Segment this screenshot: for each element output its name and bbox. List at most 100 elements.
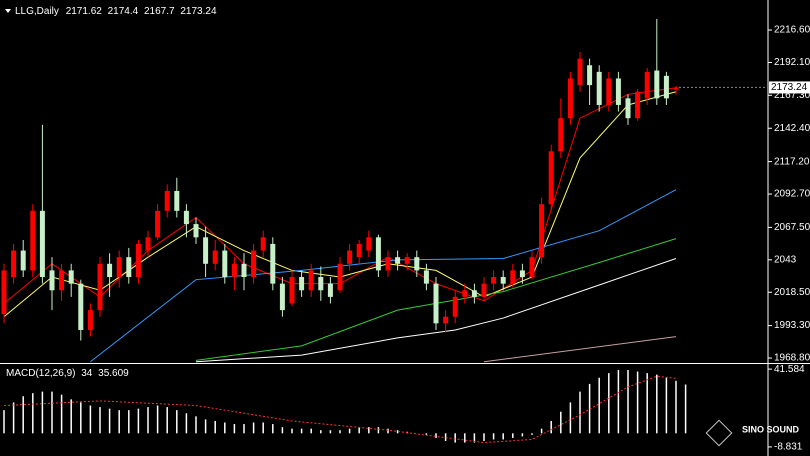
candle-body xyxy=(375,237,381,271)
candle-body xyxy=(1,270,7,315)
candle-body xyxy=(289,277,295,304)
chart-header: LLG,Daily 2171.62 2174.4 2167.7 2173.24 xyxy=(15,6,217,17)
candle-body xyxy=(491,277,497,284)
y-tick-label: 2067.50 xyxy=(774,222,810,233)
macd-value: 34 xyxy=(81,368,93,379)
candle-body xyxy=(30,210,36,271)
candle-body xyxy=(116,257,122,278)
y-tick-label: 1968.80 xyxy=(774,353,810,364)
candle-body xyxy=(126,257,132,278)
candle-body xyxy=(59,270,65,291)
y-tick-label: 2092.70 xyxy=(774,189,810,200)
y-tick-label: 41.584 xyxy=(774,364,805,375)
candle-body xyxy=(183,210,189,225)
candle-body xyxy=(395,257,401,264)
candle-body xyxy=(279,283,285,311)
candle-body xyxy=(654,70,660,99)
candle-body xyxy=(203,237,209,264)
candle-body xyxy=(87,310,93,330)
candle-body xyxy=(212,250,218,264)
candle-body xyxy=(318,277,324,291)
price-box xyxy=(769,81,810,94)
candle-body xyxy=(529,257,535,278)
watermark: SINO SOUND xyxy=(705,419,800,447)
candle-body xyxy=(539,204,545,258)
candle-body xyxy=(135,243,141,278)
moving-average xyxy=(195,238,677,361)
moving-average xyxy=(195,258,677,363)
candle-body xyxy=(68,270,74,284)
candle-body xyxy=(260,237,266,251)
watermark-text: SINO SOUND xyxy=(742,424,800,434)
candle-body xyxy=(222,250,228,278)
candle-body xyxy=(231,263,237,278)
candle-body xyxy=(366,237,372,251)
candle-body xyxy=(471,290,477,297)
y-tick-label: 2192.10 xyxy=(774,57,810,68)
open-value: 2171.62 xyxy=(66,6,103,17)
candle-body xyxy=(39,210,45,278)
chart-title: LLG,Daily xyxy=(15,6,59,17)
y-tick-label: 2043 xyxy=(774,254,797,265)
candle-body xyxy=(385,257,391,271)
candle-body xyxy=(577,58,583,86)
menu-arrow xyxy=(5,9,11,13)
candle-body xyxy=(347,250,353,264)
candle-body xyxy=(615,78,621,105)
candle-body xyxy=(481,283,487,297)
candle-body xyxy=(452,296,458,317)
candle-body xyxy=(97,263,103,311)
low-value: 2167.7 xyxy=(144,6,175,17)
logo xyxy=(705,419,733,447)
candle-body xyxy=(327,283,333,297)
candle-body xyxy=(500,277,506,284)
candle-body xyxy=(510,270,516,284)
candle-body xyxy=(241,263,247,278)
candle-body xyxy=(49,270,55,291)
candle-body xyxy=(299,277,305,291)
candle-body xyxy=(337,263,343,291)
signal-value: 35.609 xyxy=(98,368,129,379)
candle-body xyxy=(548,151,554,205)
candle-body xyxy=(164,190,170,211)
signal-line xyxy=(3,375,677,444)
candle-body xyxy=(78,283,84,330)
candle-body xyxy=(644,71,650,99)
macd-header: MACD(12,26,9) 34 35.609 xyxy=(6,368,129,379)
y-tick-label: 2167.30 xyxy=(774,90,810,101)
y-tick-label: 2216.60 xyxy=(774,25,810,36)
candle-body xyxy=(663,75,669,99)
high-value: 2174.4 xyxy=(108,6,139,17)
candle-body xyxy=(11,250,17,278)
candle-body xyxy=(673,87,679,90)
candle-body xyxy=(404,257,410,264)
candle-body xyxy=(308,270,314,291)
moving-average xyxy=(483,336,677,363)
candle-body xyxy=(635,91,641,119)
candle-body xyxy=(567,78,573,119)
candle-body xyxy=(596,71,602,105)
candle-body xyxy=(20,250,26,271)
candle-body xyxy=(443,316,449,324)
candle-body xyxy=(625,98,631,119)
candle-body xyxy=(433,283,439,324)
candle-body xyxy=(155,210,161,238)
y-tick-label: 2018.50 xyxy=(774,287,810,298)
candle-body xyxy=(107,263,113,278)
candle-body xyxy=(519,270,525,278)
y-tick-label: 1993.30 xyxy=(774,320,810,331)
y-tick-label: 2142.40 xyxy=(774,123,810,134)
candle-body xyxy=(174,190,180,211)
candle-body xyxy=(462,290,468,297)
candle-body xyxy=(145,237,151,251)
price-label: 2173.24 xyxy=(771,82,808,93)
candle-body xyxy=(558,118,564,152)
y-tick-label: 2117.20 xyxy=(774,156,810,167)
candle-body xyxy=(414,257,420,271)
macd-title: MACD(12,26,9) xyxy=(6,368,75,379)
candle-body xyxy=(356,243,362,258)
candle-body xyxy=(423,270,429,284)
candle-body xyxy=(606,78,612,105)
